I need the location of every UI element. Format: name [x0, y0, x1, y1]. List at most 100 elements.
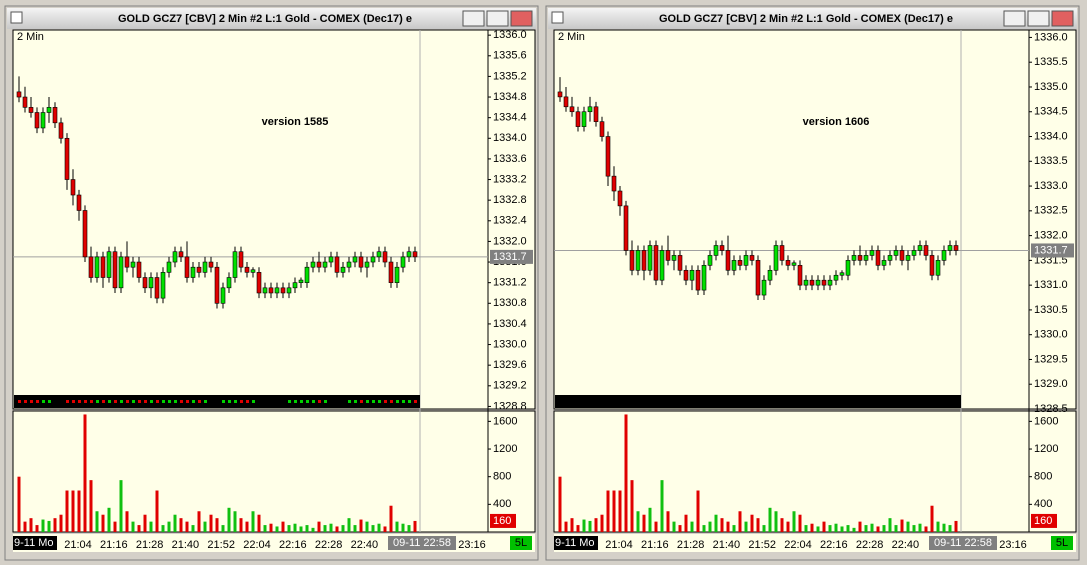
signal-dot: [360, 400, 363, 403]
candle-body: [641, 250, 647, 271]
volume-bar: [876, 526, 880, 532]
signal-dot: [240, 400, 243, 403]
volume-bar: [600, 514, 604, 532]
volume-bar: [612, 490, 616, 532]
candle-body: [695, 269, 701, 291]
y-tick-label: 1332.4: [493, 215, 527, 227]
candle-body: [779, 245, 785, 261]
future-time: 23:16: [999, 539, 1027, 551]
signal-dot: [180, 400, 183, 403]
candle-body: [869, 250, 875, 256]
candle-body: [70, 179, 76, 196]
signal-dot: [324, 400, 327, 403]
y-tick-label: 1335.2: [493, 70, 527, 82]
candle-body: [262, 287, 268, 294]
volume-bar: [804, 525, 808, 532]
candle-body: [412, 251, 418, 258]
last-price-box: [1031, 243, 1074, 258]
signal-dot: [114, 400, 117, 403]
y-tick-label: 1334.4: [493, 112, 527, 124]
volume-bar: [696, 490, 700, 532]
chart-window: GOLD GCZ7 [CBV] 2 Min #2 L:1 Gold - COME…: [4, 5, 539, 561]
y-tick-label: 1334.5: [1034, 106, 1068, 118]
last-volume-label: 160: [493, 515, 511, 527]
candle-body: [130, 261, 136, 268]
volume-bar: [59, 514, 63, 532]
candle-body: [815, 279, 821, 286]
volume-bar: [678, 525, 682, 532]
candle-body: [124, 256, 130, 268]
volume-bar: [185, 521, 189, 532]
candle-body: [256, 272, 262, 294]
volume-bar: [407, 525, 411, 532]
window-button[interactable]: [510, 10, 533, 27]
volume-bar: [576, 525, 580, 532]
candle-body: [635, 250, 641, 271]
candle-body: [917, 245, 923, 251]
volume-bar: [311, 527, 315, 532]
window-button[interactable]: [462, 10, 485, 27]
x-tick-label: 21:40: [172, 539, 200, 551]
volume-bar: [137, 525, 141, 532]
candle-body: [220, 287, 226, 304]
candle-body: [941, 250, 947, 261]
y-tick-label: 1332.5: [1034, 205, 1068, 217]
y-tick-label: 1334.8: [493, 91, 527, 103]
signal-dot: [102, 400, 105, 403]
candle-body: [731, 260, 737, 271]
volume-bar: [834, 523, 838, 532]
candle-body: [743, 255, 749, 266]
volume-bar: [233, 511, 237, 532]
signal-dot: [174, 400, 177, 403]
window-button[interactable]: [1003, 10, 1026, 27]
day-label: 9-11 Mo: [14, 537, 54, 549]
volume-bar: [660, 480, 664, 532]
y-tick-label: 1329.6: [493, 359, 527, 371]
candle-body: [58, 122, 64, 139]
window-button[interactable]: [486, 10, 509, 27]
volume-bar: [89, 480, 93, 532]
candle-body: [875, 250, 881, 266]
volume-bar: [29, 518, 33, 532]
volume-bar: [257, 514, 261, 532]
signal-dot: [366, 400, 369, 403]
x-tick-label: 21:28: [677, 539, 705, 551]
candle-body: [364, 261, 370, 268]
signal-dot: [90, 400, 93, 403]
volume-bar: [774, 511, 778, 532]
volume-bar: [786, 521, 790, 532]
volume-bar: [245, 521, 249, 532]
candle-body: [617, 190, 623, 207]
volume-bar: [65, 490, 69, 532]
volume-bar: [900, 519, 904, 532]
window-button[interactable]: [1027, 10, 1050, 27]
candle-body: [599, 121, 605, 137]
candle-body: [298, 279, 304, 283]
candle-body: [749, 255, 755, 261]
version-annotation: version 1585: [262, 116, 329, 128]
y-tick-label: 1333.6: [493, 153, 527, 165]
volume-bar: [594, 518, 598, 532]
volume-bar: [281, 521, 285, 532]
volume-bar: [762, 525, 766, 532]
position-bg: [510, 536, 532, 550]
y-tick-label: 1600: [1034, 415, 1058, 427]
future-time: 23:16: [458, 539, 486, 551]
candle-body: [292, 282, 298, 289]
candle-body: [190, 266, 196, 278]
candle-body: [112, 251, 118, 289]
volume-bar: [666, 511, 670, 532]
window-button[interactable]: [1051, 10, 1074, 27]
volume-bar: [287, 525, 291, 532]
window-icon: [551, 11, 564, 24]
volume-bar: [750, 514, 754, 532]
candle-body: [581, 111, 587, 127]
volume-bar: [131, 521, 135, 532]
candle-body: [905, 255, 911, 261]
signal-dot: [192, 400, 195, 403]
signal-strip: [555, 395, 961, 408]
candle-body: [226, 277, 232, 289]
window-title: GOLD GCZ7 [CBV] 2 Min #2 L:1 Gold - COME…: [659, 13, 953, 25]
candle-body: [665, 250, 671, 261]
volume-bar: [95, 511, 99, 532]
